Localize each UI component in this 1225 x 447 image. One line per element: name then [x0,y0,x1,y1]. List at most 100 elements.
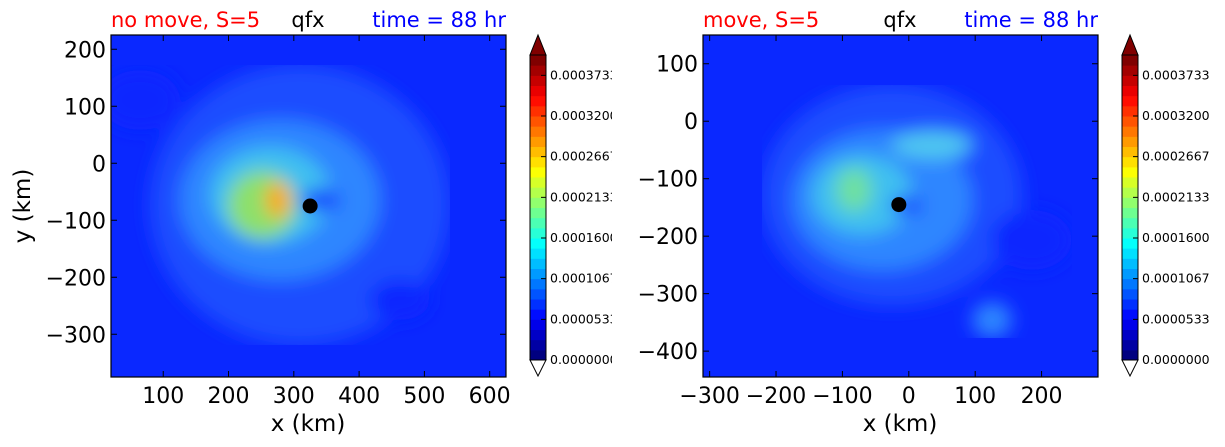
contour-field [762,85,1072,338]
colorbar-segment [1122,278,1138,290]
chart-title-left: no move, S=5 [111,8,260,32]
colorbar-segment [530,65,546,76]
colorbar-tick-label: 0.0000533 [550,311,612,326]
x-tick-label: 200 [1021,384,1063,409]
colorbar-segment [530,319,546,330]
colorbar-tick-label: 0.0001600 [550,230,612,245]
colorbar-segment [1122,85,1138,97]
colorbar-tick-label: 0.0000000 [1142,352,1210,367]
colorbar-segment [1122,146,1138,158]
colorbar-tick-label: 0.0003200 [550,108,612,123]
y-tick-label: −300 [638,283,698,308]
colorbar-extend-max [1121,33,1139,56]
y-tick-label: 0 [92,152,106,177]
y-axis-ticks: 200 100 0 −100 −200 −300 [46,38,506,348]
colorbar-segment [1122,55,1138,66]
x-tick-label: 300 [273,384,315,409]
x-tick-label: −100 [812,384,872,409]
colorbar-segment [530,248,546,259]
colorbar-tick-label: 0.0003733 [550,67,612,82]
colorbar-segment [530,217,546,229]
colorbar-segment [1122,227,1138,239]
colorbar-segment [530,197,546,208]
right-chart: move, S=5 qfx time = 88 hr −300 −200 −100 0… [638,8,1210,437]
colorbar-segment [1122,187,1138,198]
colorbar-frame [1121,54,1139,361]
colorbar-segment [1122,197,1138,208]
colorbar-segment [530,85,546,97]
colorbar-segment [530,329,546,341]
chart-title-center: qfx [883,8,916,32]
colorbar-segment [1122,116,1138,127]
colorbar-segment [530,177,546,188]
chart-title-right: time = 88 hr [964,8,1098,32]
colorbar-segment [530,258,546,269]
colorbar-segment [1122,349,1138,361]
colorbar-extend-min [529,359,547,378]
colorbar-segment [1122,248,1138,259]
colorbar-tick-label: 0.0003200 [1142,108,1210,123]
y-tick-label: −100 [46,209,106,234]
colorbar-segment [530,278,546,290]
colorbar-tick-label: 0.0001067 [550,271,612,286]
colorbar-segment [1122,299,1138,310]
colorbar-segment [1122,217,1138,229]
colorbar-extend-min [1121,359,1139,378]
colorbar-segment [530,288,546,300]
colorbar-segment [530,75,546,86]
storm-center-marker [891,197,907,213]
left-chart: no move, S=5 qfx time = 88 hr 100 200 300 4… [10,8,612,437]
colorbar-tick-label: 0.0000533 [1142,311,1210,326]
colorbar-segment [1122,105,1138,117]
colorbar-segment [1122,329,1138,341]
y-axis-label: y (km) [10,169,36,244]
colorbar-segment [1122,268,1138,280]
chart-title-center: qfx [291,8,324,32]
x-tick-label: −300 [679,384,739,409]
colorbar-segment [530,309,546,320]
colorbar-segment [530,116,546,127]
colorbar-segment [530,136,546,147]
x-axis-label: x (km) [863,411,938,437]
colorbar: 0.0000000 0.0000533 0.0001067 0.0001600 0.00… [1121,33,1210,378]
colorbar-segment [1122,339,1138,351]
colorbar-tick-label: 0.0002133 [1142,189,1210,204]
colorbar-segment [530,166,546,178]
y-tick-label: 100 [64,95,106,120]
colorbar-segment [530,126,546,137]
plot-area [703,35,1098,377]
colorbar-segment [1122,166,1138,178]
colorbar-segment [530,146,546,158]
colorbar-tick-label: 0.0001067 [1142,271,1210,286]
x-tick-label: 100 [954,384,996,409]
chart-title-left: move, S=5 [703,8,819,32]
colorbar-segment [1122,288,1138,300]
x-tick-label: 600 [469,384,511,409]
x-tick-label: 400 [338,384,380,409]
y-tick-label: −300 [46,323,106,348]
y-tick-label: −400 [638,340,698,365]
colorbar-segment [1122,207,1138,219]
x-axis-label: x (km) [271,411,346,437]
colorbar-segment [530,156,546,168]
y-tick-label: 0 [684,110,698,135]
colorbar-tick-label: 0.0001600 [1142,230,1210,245]
colorbar-tick-label: 0.0000000 [550,352,612,367]
plot-frame [702,34,1099,378]
colorbar-segment [1122,75,1138,86]
colorbar-segment [1122,238,1138,249]
colorbar-segment [530,349,546,361]
colorbar-segment [1122,136,1138,147]
chart-title-right: time = 88 hr [372,8,506,32]
y-tick-label: 200 [64,38,106,63]
colorbar-segment [530,55,546,66]
colorbar-segment [1122,65,1138,76]
colorbar-segment [1122,126,1138,137]
colorbar-segment [530,238,546,249]
y-tick-label: −200 [46,266,106,291]
colorbar-frame [529,54,547,361]
y-tick-label: −200 [638,225,698,250]
x-tick-label: 0 [902,384,916,409]
colorbar-segment [530,299,546,310]
colorbar-segment [530,187,546,198]
